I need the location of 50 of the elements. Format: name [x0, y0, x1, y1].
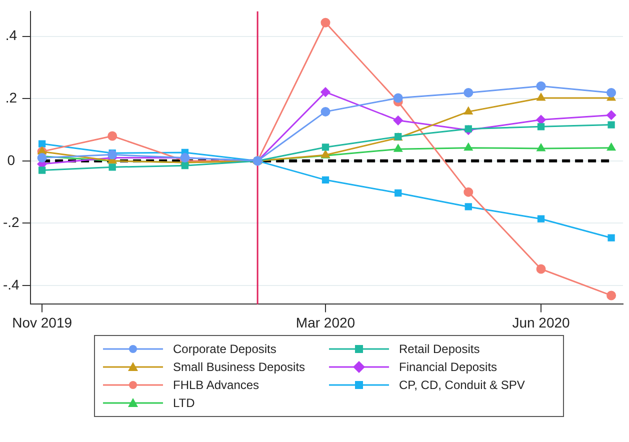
point — [322, 176, 330, 184]
point — [320, 18, 330, 28]
x-tick-label: Jun 2020 — [512, 314, 570, 330]
point — [606, 290, 616, 300]
x-tick-label: Mar 2020 — [296, 314, 356, 330]
legend-label: Retail Deposits — [399, 342, 480, 356]
point — [464, 106, 473, 114]
point — [320, 87, 330, 97]
point — [608, 121, 615, 128]
y-tick-label: .2 — [5, 89, 18, 106]
point — [536, 264, 546, 274]
point — [536, 144, 546, 152]
point — [536, 115, 546, 125]
point — [536, 93, 546, 101]
point — [393, 93, 403, 103]
point — [38, 140, 46, 148]
point — [464, 143, 473, 151]
point — [606, 88, 616, 98]
y-tick-label: 0 — [7, 152, 16, 168]
point — [394, 189, 402, 197]
point — [536, 81, 546, 91]
point — [108, 164, 116, 171]
legend-label: Financial Deposits — [399, 360, 498, 374]
point — [606, 110, 616, 120]
point — [320, 106, 330, 116]
point — [607, 143, 616, 151]
legend-label: FHLB Advances — [173, 378, 260, 392]
point — [464, 88, 474, 98]
point — [37, 153, 47, 163]
point — [464, 187, 474, 197]
point — [394, 144, 402, 152]
y-tick-label: .4 — [5, 27, 18, 44]
point — [537, 215, 545, 222]
legend-label: LTD — [173, 396, 195, 410]
point — [464, 203, 472, 210]
point — [181, 162, 189, 170]
legend-label: Corporate Deposits — [173, 342, 276, 356]
legend-label: CP, CD, Conduit & SPV — [399, 378, 525, 392]
point — [608, 234, 615, 242]
point — [108, 131, 118, 141]
point — [464, 125, 472, 132]
legend-label: Small Business Deposits — [173, 360, 306, 374]
y-tick-label: -.4 — [2, 276, 20, 292]
point — [393, 116, 403, 126]
point — [322, 144, 330, 151]
point — [537, 123, 545, 130]
point — [108, 150, 118, 160]
point — [38, 166, 46, 174]
y-tick-label: -.2 — [2, 214, 20, 230]
x-tick-label: Nov 2019 — [12, 314, 72, 330]
